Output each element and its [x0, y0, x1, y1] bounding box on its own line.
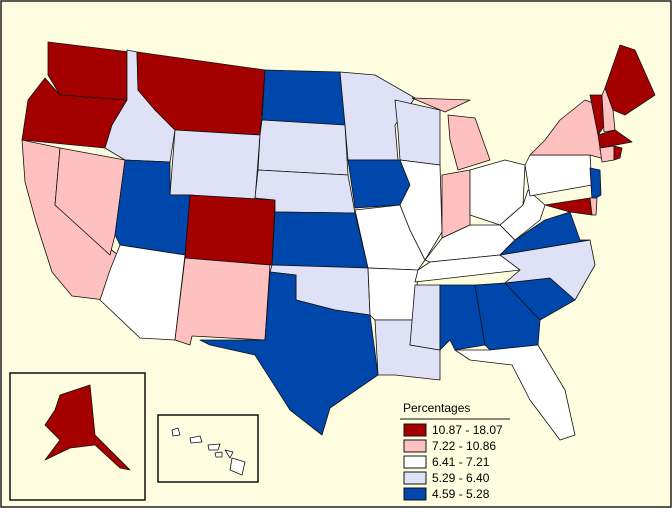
state — [399, 159, 443, 261]
state — [54, 147, 126, 256]
state — [169, 129, 261, 201]
legend-label: 5.29 - 6.40 — [432, 471, 490, 485]
legend-title: Percentages — [403, 401, 470, 415]
state — [171, 427, 181, 437]
legend-label: 10.87 - 18.07 — [432, 423, 503, 437]
state — [229, 457, 246, 476]
legend-swatch — [403, 439, 427, 453]
legend-swatch — [403, 487, 427, 501]
state — [184, 194, 276, 266]
legend-swatch — [403, 455, 427, 469]
state — [589, 167, 602, 201]
state — [224, 449, 234, 459]
legend-label: 4.59 - 5.28 — [432, 487, 490, 501]
state — [447, 114, 491, 171]
state — [261, 69, 346, 126]
inset-frame — [157, 414, 259, 483]
legend: Percentages 10.87 - 18.07 7.22 - 10.86 6.4… — [400, 401, 510, 501]
state — [347, 159, 411, 209]
inset-frame — [9, 372, 146, 501]
state — [199, 271, 379, 436]
state — [207, 443, 221, 451]
legend-label: 6.41 - 7.21 — [432, 455, 490, 469]
state — [394, 99, 441, 166]
state — [339, 71, 416, 161]
state — [44, 384, 131, 471]
state — [214, 451, 223, 458]
states — [21, 41, 656, 441]
legend-swatch — [403, 471, 427, 485]
state — [409, 284, 441, 351]
legend-label: 7.22 - 10.86 — [432, 439, 496, 453]
state — [454, 344, 576, 441]
state — [189, 435, 203, 444]
state — [499, 239, 596, 301]
state — [604, 44, 656, 116]
state — [99, 244, 186, 341]
state — [367, 267, 419, 321]
state — [599, 145, 615, 163]
state — [271, 211, 369, 269]
islands — [171, 427, 246, 476]
state — [589, 197, 598, 216]
state — [613, 145, 623, 161]
state — [597, 129, 633, 149]
state — [174, 257, 271, 346]
legend-swatch — [403, 423, 427, 437]
state — [47, 41, 131, 101]
state — [411, 97, 471, 113]
state — [257, 119, 349, 176]
